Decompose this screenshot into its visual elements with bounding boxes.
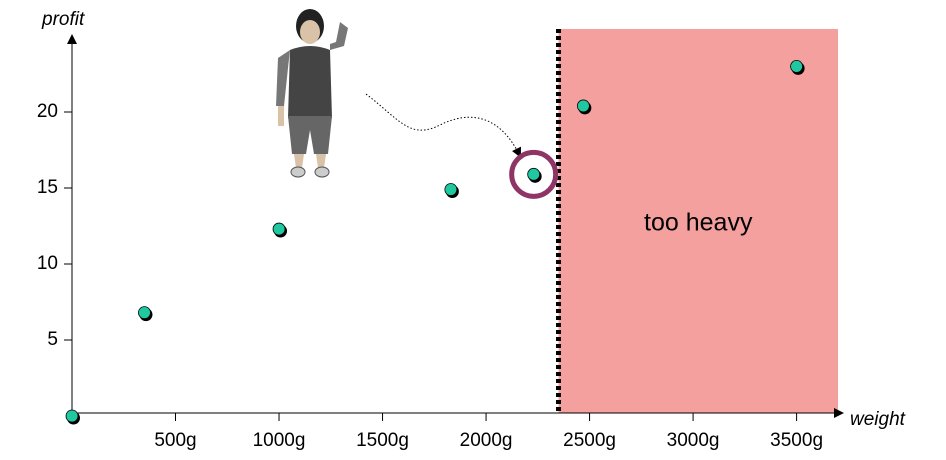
data-point — [790, 60, 805, 75]
data-point — [138, 306, 153, 322]
x-tick-label: 1000g — [253, 430, 306, 451]
too-heavy-region — [558, 29, 838, 413]
point — [138, 306, 151, 320]
x-tick-label: 500g — [154, 430, 196, 451]
data-point — [576, 99, 592, 115]
point — [576, 99, 590, 113]
y-tick-label: 5 — [47, 329, 58, 350]
data-point — [65, 409, 80, 425]
highlight-ring — [509, 149, 559, 199]
person-illustration — [276, 9, 348, 178]
point — [65, 409, 79, 423]
x-tick-label: 1500g — [356, 430, 409, 451]
x-tick-label: 2500g — [563, 430, 616, 451]
data-point — [272, 222, 288, 238]
point — [272, 222, 286, 236]
x-tick-label: 2000g — [460, 430, 513, 451]
point — [790, 60, 803, 73]
x-tick-label: 3500g — [770, 430, 823, 451]
annotation-arrow — [365, 93, 521, 158]
y-tick-label: 20 — [37, 101, 58, 122]
y-tick-label: 10 — [37, 253, 58, 274]
y-axis-label: profit — [41, 9, 85, 30]
region-label: too heavy — [644, 209, 753, 237]
point — [444, 183, 458, 196]
data-point — [444, 183, 459, 199]
y-tick-label: 15 — [37, 177, 58, 198]
x-tick-label: 3000g — [667, 430, 720, 451]
region-layer: too heavy — [556, 29, 838, 413]
data-point — [527, 167, 542, 183]
point — [527, 167, 541, 181]
x-axis-label: weight — [850, 409, 906, 430]
